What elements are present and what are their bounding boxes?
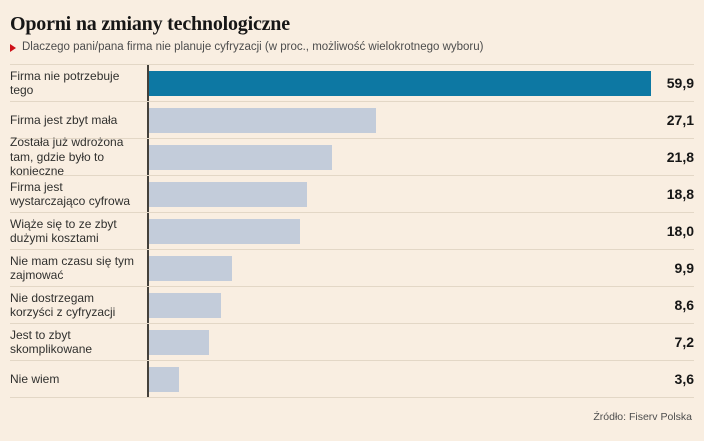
chart-row: Nie wiem 3,6	[10, 361, 694, 398]
chart-subtitle: Dlaczego pani/pana firma nie planuje cyf…	[22, 41, 484, 53]
bar-track	[147, 324, 652, 360]
chart-row: Nie dostrzegam korzyści z cyfryzacji 8,6	[10, 287, 694, 324]
chart-row: Firma nie potrzebuje tego 59,9	[10, 65, 694, 102]
category-label: Wiąże się to ze zbyt dużymi kosztami	[10, 216, 117, 245]
category-label: Nie wiem	[10, 371, 60, 386]
bar-track	[147, 213, 652, 249]
category-label: Firma jest zbyt mała	[10, 112, 118, 127]
bar	[149, 181, 307, 207]
bar	[149, 144, 332, 170]
category-label: Jest to zbyt skomplikowane	[10, 327, 93, 356]
chart-footer: Źródło: Fiserv Polska	[12, 411, 692, 423]
bar	[149, 366, 180, 392]
chart-row: Jest to zbyt skomplikowane 7,2	[10, 324, 694, 361]
value-label: 8,6	[674, 297, 694, 313]
source-note: Źródło: Fiserv Polska	[593, 411, 692, 423]
bar-track	[147, 139, 652, 175]
bar	[149, 70, 652, 96]
bar	[149, 255, 232, 281]
horizontal-bar-chart: Firma nie potrzebuje tego 59,9 Firma jest …	[10, 64, 694, 398]
value-label: 7,2	[674, 334, 694, 350]
value-label: 18,0	[666, 223, 694, 239]
bar-track	[147, 102, 652, 138]
value-label: 3,6	[674, 371, 694, 387]
category-label: Została już wdrożona tam, gdzie było to …	[10, 135, 124, 179]
value-label: 59,9	[666, 75, 694, 91]
bar-track	[147, 65, 652, 101]
value-label: 9,9	[674, 260, 694, 276]
chart-row: Firma jest zbyt mała 27,1	[10, 102, 694, 139]
value-label: 18,8	[666, 186, 694, 202]
bar	[149, 107, 377, 133]
bar-track	[147, 176, 652, 212]
bar	[149, 218, 300, 244]
bar	[149, 292, 222, 318]
chart-header: Oporni na zmiany technologiczne Dlaczego…	[0, 0, 704, 64]
bar-track	[147, 361, 652, 397]
chart-row: Firma jest wystarczająco cyfrowa 18,8	[10, 176, 694, 213]
chart-row: Wiąże się to ze zbyt dużymi kosztami 18,0	[10, 213, 694, 250]
value-label: 27,1	[666, 112, 694, 128]
bar-track	[147, 250, 652, 286]
chart-row: Nie mam czasu się tym zajmować 9,9	[10, 250, 694, 287]
category-label: Nie dostrzegam korzyści z cyfryzacji	[10, 290, 116, 319]
value-label: 21,8	[666, 149, 694, 165]
category-label: Nie mam czasu się tym zajmować	[10, 253, 135, 282]
category-label: Firma jest wystarczająco cyfrowa	[10, 179, 131, 208]
chart-row: Została już wdrożona tam, gdzie było to …	[10, 135, 694, 179]
bar	[149, 329, 210, 355]
red-triangle-icon	[10, 43, 16, 52]
chart-subtitle-row: Dlaczego pani/pana firma nie planuje cyf…	[10, 41, 694, 55]
category-label: Firma nie potrzebuje tego	[10, 68, 120, 97]
page-title: Oporni na zmiany technologiczne	[10, 13, 290, 35]
bar-track	[147, 287, 652, 323]
